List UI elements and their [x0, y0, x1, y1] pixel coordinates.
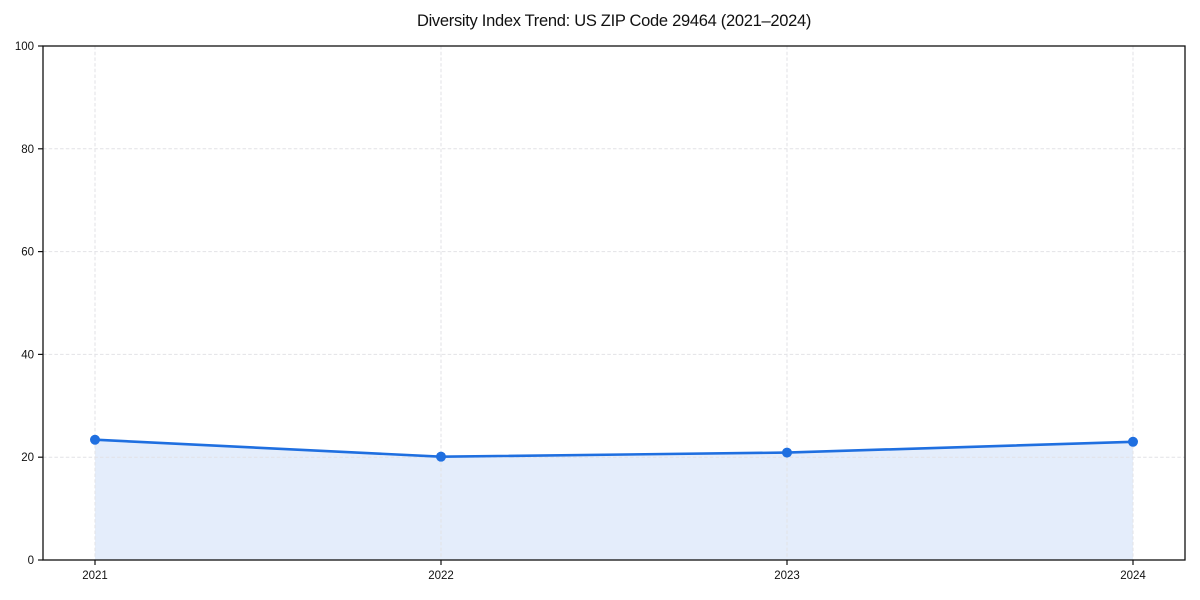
y-tick-label-0: 0 — [28, 555, 34, 567]
tick-marks — [38, 45, 1134, 565]
data-point-2024 — [1128, 436, 1138, 447]
data-point-2022 — [436, 451, 446, 462]
data-point-2023 — [782, 447, 792, 458]
x-tick-label-2022: 2022 — [428, 570, 454, 582]
plot-border — [42, 45, 1186, 561]
trend-line — [93, 438, 1135, 458]
y-tick-label-20: 20 — [21, 452, 34, 464]
chart-title: Diversity Index Trend: US ZIP Code 29464… — [416, 12, 812, 30]
y-tick-label-80: 80 — [21, 144, 34, 156]
tick-labels: 0 20 40 60 80 100 2021 2022 2023 2024 — [15, 41, 1147, 582]
data-point-2021 — [90, 434, 100, 445]
x-tick-label-2021: 2021 — [82, 570, 108, 582]
y-tick-label-60: 60 — [21, 247, 34, 259]
y-tick-label-100: 100 — [15, 41, 34, 53]
data-points — [90, 434, 1138, 462]
x-tick-label-2024: 2024 — [1120, 570, 1146, 582]
area-fill — [95, 439, 1133, 560]
x-tick-label-2023: 2023 — [774, 570, 800, 582]
gridlines — [43, 46, 1185, 560]
y-tick-label-40: 40 — [21, 349, 34, 361]
